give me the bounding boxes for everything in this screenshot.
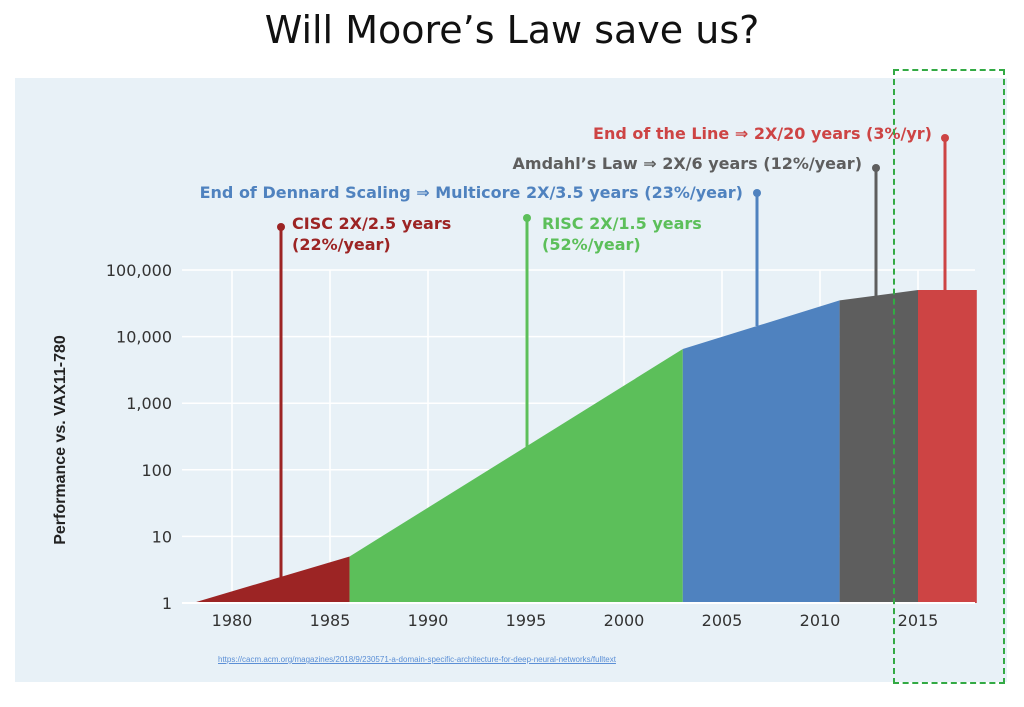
annotation-label-5: End of the Line ⇒ 2X/20 years (3%/yr) [593,124,932,143]
x-tick-label: 2015 [898,611,939,630]
series-area-3 [682,300,840,603]
series-area-5 [918,290,977,603]
annotation-dot-2 [523,214,531,222]
y-axis-label: Performance vs. VAX11-780 [52,335,69,545]
x-tick-label: 1990 [408,611,449,630]
x-tick-label: 1995 [506,611,547,630]
x-tick-label: 2000 [604,611,645,630]
highlight-dashed-box [893,69,1005,684]
annotation-dot-1 [277,223,285,231]
series-area-2 [349,349,683,603]
x-tick-label: 2010 [800,611,841,630]
x-tick-label: 1980 [212,611,253,630]
annotation-label-3: End of Dennard Scaling ⇒ Multicore 2X/3.… [200,183,743,202]
annotation-sublabel-1: (22%/year) [292,235,391,254]
x-tick-label: 2005 [702,611,743,630]
annotation-dot-4 [872,164,880,172]
annotation-dot-5 [941,134,949,142]
y-tick-label: 1 [162,594,172,613]
y-tick-label: 100 [141,461,172,480]
annotation-dot-3 [753,189,761,197]
annotation-label-1: CISC 2X/2.5 years [292,214,451,233]
slide-title: Will Moore’s Law save us? [264,8,760,52]
y-tick-label: 10 [152,527,172,546]
y-tick-label: 100,000 [106,261,172,280]
series-area-4 [839,290,918,603]
series-area-1 [192,556,350,603]
annotation-label-4: Amdahl’s Law ⇒ 2X/6 years (12%/year) [513,154,862,173]
y-tick-label: 10,000 [116,328,172,347]
source-link[interactable]: https://cacm.acm.org/magazines/2018/9/23… [218,655,616,664]
annotation-label-2: RISC 2X/1.5 years [542,214,702,233]
x-tick-label: 1985 [310,611,351,630]
annotation-sublabel-2: (52%/year) [542,235,641,254]
y-tick-label: 1,000 [126,394,172,413]
